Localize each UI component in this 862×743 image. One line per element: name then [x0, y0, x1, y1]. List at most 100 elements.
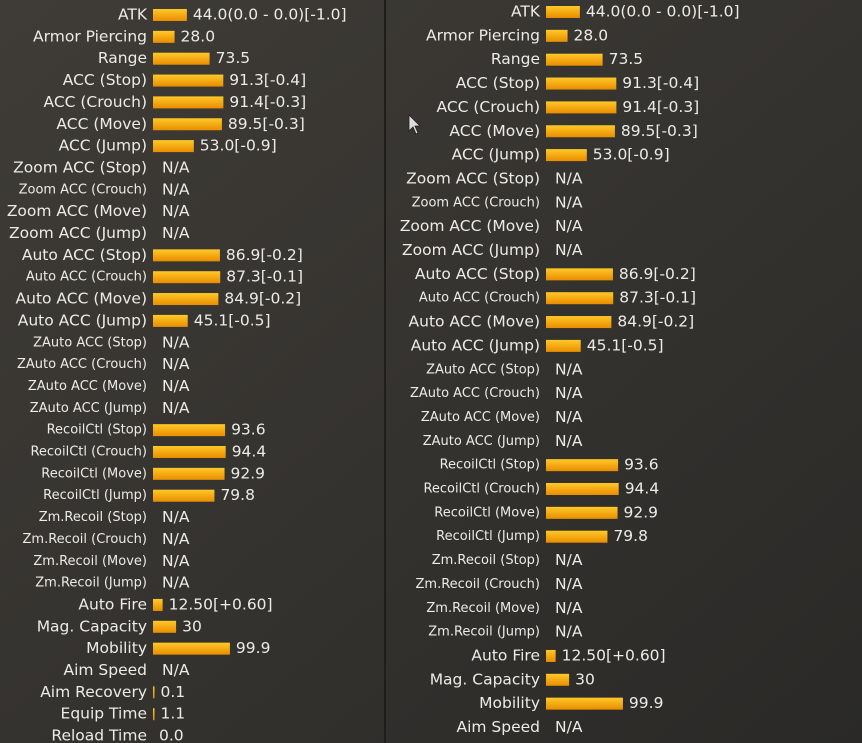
- stat-value: 91.4[-0.3]: [622, 98, 699, 116]
- stat-bar: [153, 620, 177, 633]
- stat-label: Auto ACC (Crouch): [419, 291, 540, 306]
- stat-value: 89.5[-0.3]: [228, 115, 305, 133]
- stat-label: Range: [491, 50, 540, 68]
- stat-value: 53.0[-0.9]: [593, 146, 670, 164]
- stat-value: 99.9: [629, 694, 664, 712]
- stat-label: Aim Speed: [63, 661, 147, 679]
- stat-label: Armor Piercing: [33, 27, 147, 45]
- stat-bar: [153, 489, 215, 502]
- stat-value: 84.9[-0.2]: [617, 313, 694, 331]
- stat-value: N/A: [162, 508, 190, 526]
- stat-label: ZAuto ACC (Move): [421, 410, 540, 425]
- stat-bar: [546, 149, 587, 162]
- stat-value: 0.0: [159, 727, 184, 743]
- stat-bar: [153, 424, 226, 437]
- panels: ATK 44.0(0.0 - 0.0)[-1.0] Armor Piercing 28…: [7, 3, 740, 743]
- stat-label: RecoilCtl (Crouch): [423, 482, 540, 497]
- stat-bar: [546, 506, 618, 519]
- stat-value: 79.8: [613, 527, 648, 545]
- stat-label: Auto ACC (Move): [16, 290, 147, 308]
- stat-label: RecoilCtl (Move): [41, 466, 147, 481]
- stat-label: ACC (Stop): [456, 74, 540, 92]
- stat-label: ACC (Move): [449, 122, 540, 140]
- stat-value: N/A: [555, 599, 583, 617]
- stat-value: 12.50[+0.60]: [562, 646, 666, 664]
- stat-label: Zoom ACC (Crouch): [412, 195, 540, 210]
- stat-value: 99.9: [236, 639, 271, 657]
- stat-bar: [546, 53, 603, 66]
- stat-value: N/A: [555, 623, 583, 641]
- stat-bar: [153, 708, 155, 721]
- stat-value: N/A: [555, 217, 583, 235]
- stat-bar: [153, 140, 194, 153]
- stat-value: 92.9: [231, 464, 266, 482]
- stat-bar: [153, 96, 224, 109]
- stat-bar: [546, 673, 570, 686]
- stat-label: ACC (Jump): [452, 146, 540, 164]
- stat-bar: [546, 530, 608, 543]
- stat-label: Zm.Recoil (Move): [33, 554, 147, 569]
- stat-label: Aim Recovery: [40, 683, 147, 701]
- stat-label: ACC (Jump): [59, 137, 147, 155]
- stat-label: Auto ACC (Stop): [22, 246, 147, 264]
- stat-bar: [153, 446, 226, 458]
- stat-label: Zm.Recoil (Crouch): [416, 577, 540, 592]
- stat-value: N/A: [162, 552, 190, 570]
- divider: [384, 0, 386, 743]
- stat-label: Zm.Recoil (Jump): [428, 625, 540, 640]
- stat-label: Range: [98, 49, 147, 67]
- stat-bar: [546, 459, 619, 472]
- stat-label: Zoom ACC (Jump): [9, 224, 147, 242]
- stat-value: N/A: [162, 180, 190, 198]
- stat-label: Auto Fire: [471, 646, 540, 664]
- stat-label: ACC (Move): [56, 115, 147, 133]
- stat-label: Auto ACC (Jump): [411, 336, 540, 354]
- stat-label: ACC (Stop): [63, 71, 147, 89]
- stat-label: RecoilCtl (Move): [434, 505, 540, 520]
- stat-label: Zm.Recoil (Stop): [39, 510, 147, 525]
- stat-bar: [153, 9, 187, 21]
- stat-value: 30: [575, 670, 595, 688]
- stat-label: Zm.Recoil (Move): [426, 601, 540, 616]
- stat-value: N/A: [162, 224, 190, 242]
- stat-value: N/A: [162, 355, 190, 373]
- stat-label: Reload Time: [51, 727, 147, 743]
- stat-value: N/A: [162, 377, 190, 395]
- stat-value: 28.0: [574, 26, 609, 44]
- stat-value: 44.0(0.0 - 0.0)[-1.0]: [193, 6, 347, 24]
- stat-bar: [153, 52, 210, 65]
- stat-value: 91.3[-0.4]: [622, 74, 699, 92]
- stat-label: Zm.Recoil (Crouch): [23, 532, 147, 547]
- stat-value: N/A: [555, 169, 583, 187]
- stat-value: 84.9[-0.2]: [224, 290, 301, 308]
- stat-value: 53.0[-0.9]: [200, 137, 277, 155]
- stat-label: Mobility: [479, 694, 540, 712]
- stat-bar: [546, 339, 581, 352]
- stat-label: ZAuto ACC (Crouch): [17, 357, 147, 372]
- stat-value: 93.6: [624, 456, 659, 474]
- stat-label: Zoom ACC (Crouch): [19, 182, 147, 197]
- stat-value: 1.1: [161, 705, 186, 723]
- stat-value: 86.9[-0.2]: [619, 265, 696, 283]
- stat-label: Auto ACC (Crouch): [26, 270, 147, 285]
- stat-label: ACC (Crouch): [436, 98, 540, 116]
- stat-label: ATK: [118, 6, 148, 24]
- stat-label: ACC (Crouch): [43, 93, 147, 111]
- stat-bar: [546, 316, 612, 329]
- stat-value: N/A: [555, 360, 583, 378]
- stat-label: RecoilCtl (Jump): [43, 488, 147, 503]
- stat-label: Equip Time: [61, 705, 147, 723]
- stat-bar: [546, 697, 623, 710]
- stat-bar: [153, 118, 222, 131]
- stat-bar: [546, 101, 617, 114]
- stat-bar: [153, 642, 230, 655]
- stat-value: 45.1[-0.5]: [194, 311, 271, 329]
- stat-value: 94.4: [232, 443, 267, 461]
- stat-value: N/A: [555, 551, 583, 569]
- stat-bar: [153, 30, 175, 43]
- mouse-cursor: [408, 114, 421, 135]
- stat-value: N/A: [555, 718, 583, 736]
- stat-label: Zm.Recoil (Stop): [432, 553, 540, 568]
- stat-value: 28.0: [181, 27, 216, 45]
